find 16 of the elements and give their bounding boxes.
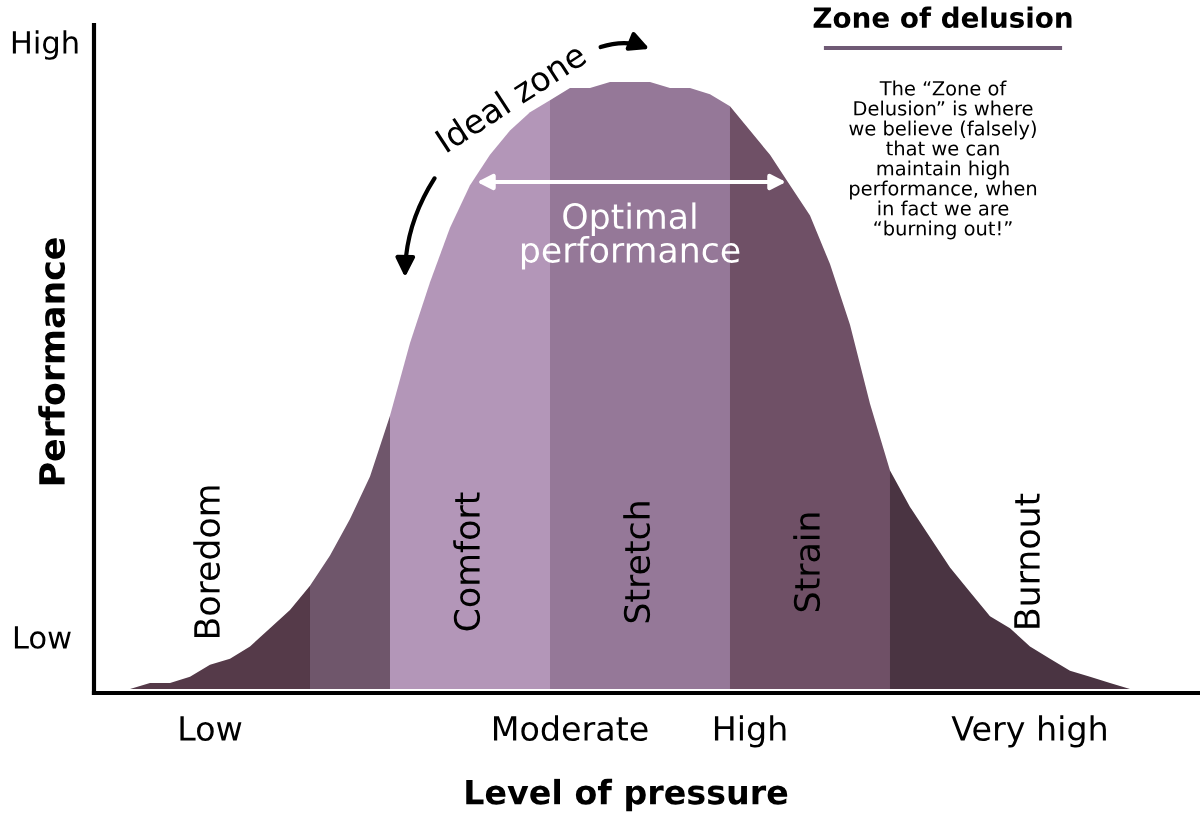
text: Low	[14, 626, 71, 649]
x-tick-label: High	[714, 715, 786, 748]
text: Zone of delusion	[813, 6, 1072, 29]
annotation: The “Zone of Delusion” is where we believe (falsely) that we can maintain high performance, when in fact we are “burning out!”	[849, 80, 1037, 240]
series-label: Stretch	[623, 502, 651, 623]
x-axis-title: Level of pressure	[466, 778, 788, 812]
annotation: Optimal performance	[521, 202, 740, 270]
y-axis-title: Performance	[38, 238, 66, 485]
x-tick-label: Moderate	[494, 715, 648, 742]
x-tick-label: Low	[180, 716, 242, 742]
text: Boredom	[193, 486, 221, 638]
text: Burnout	[1014, 493, 1041, 628]
series-label: Comfort	[453, 492, 481, 631]
text: High	[12, 30, 78, 60]
x-tick-label: Very high	[951, 715, 1106, 748]
series-label: Strain	[793, 513, 821, 612]
